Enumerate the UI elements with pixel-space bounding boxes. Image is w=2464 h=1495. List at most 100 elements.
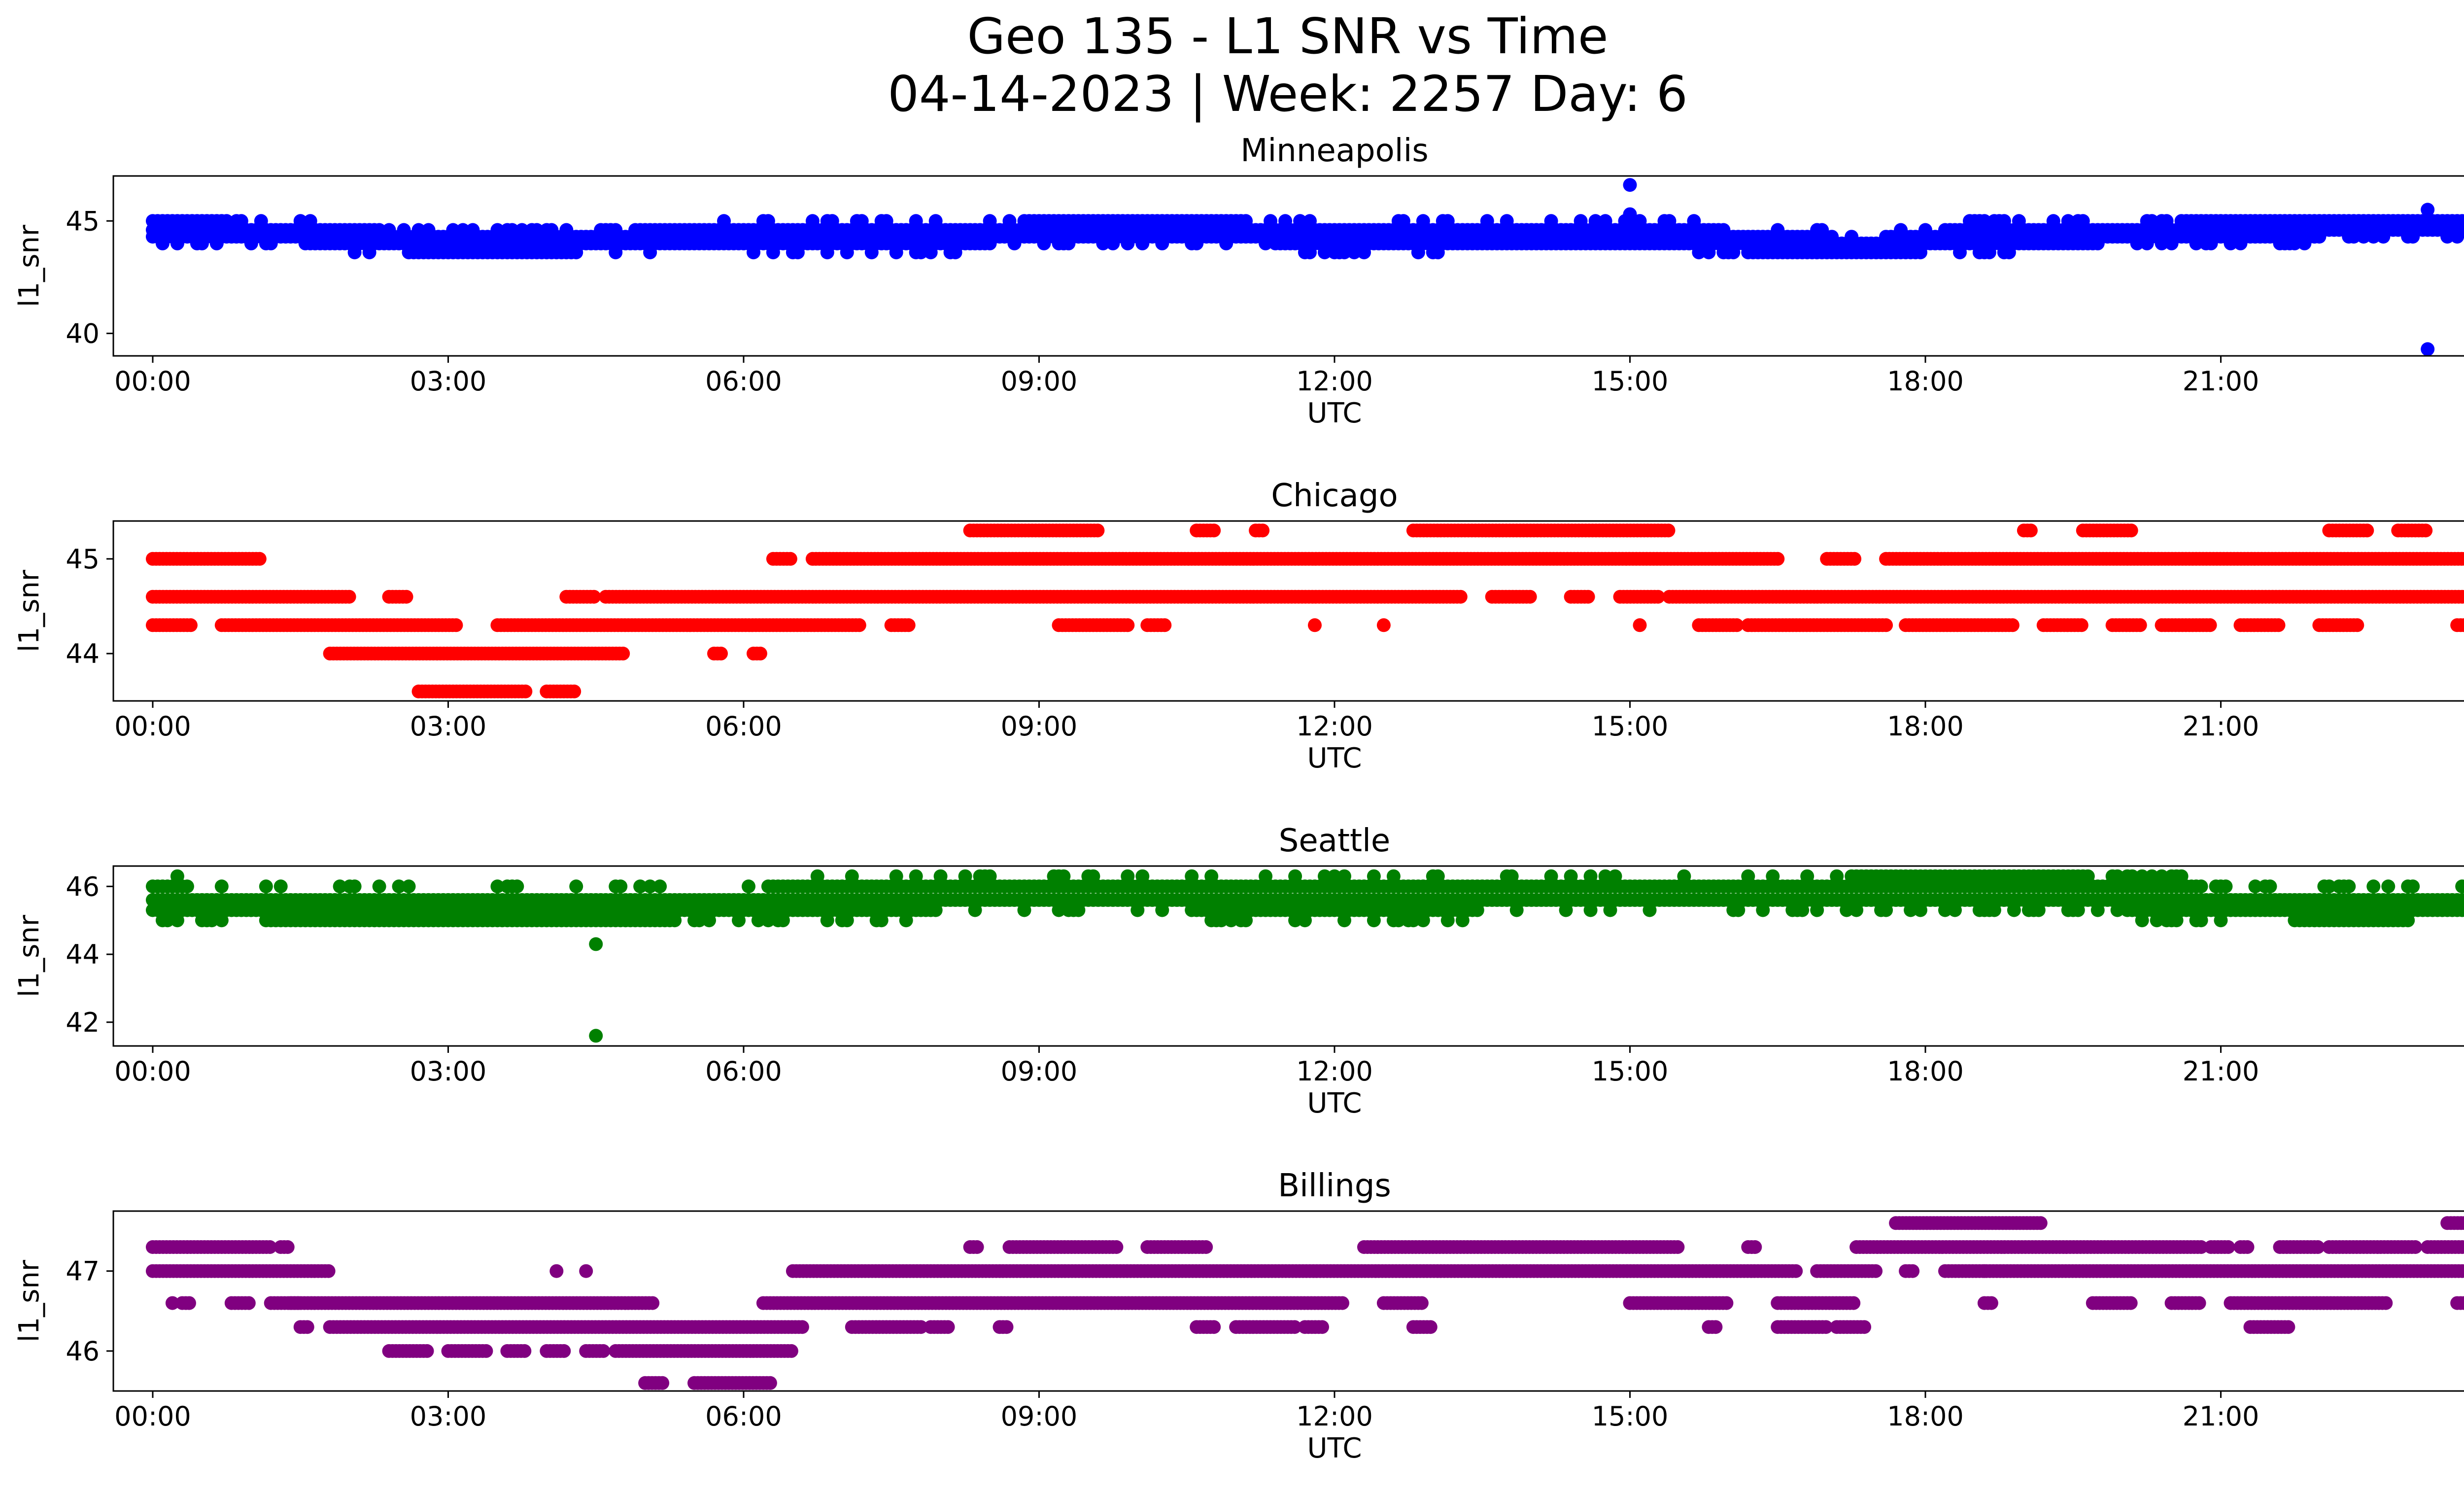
x-axis-label: UTC	[1307, 1087, 1362, 1119]
data-point	[2248, 879, 2262, 894]
data-point	[1207, 523, 1221, 538]
data-point	[372, 879, 386, 894]
data-point	[1651, 590, 1665, 604]
y-tick-label: 45	[66, 206, 100, 237]
x-tick-label: 21:00	[2183, 1056, 2259, 1087]
x-tick-label: 03:00	[410, 1056, 487, 1087]
data-series	[145, 523, 2464, 698]
x-tick-label: 00:00	[114, 1056, 191, 1087]
data-point	[214, 879, 229, 894]
data-point	[518, 684, 533, 698]
data-point	[1633, 618, 1647, 632]
x-tick-label: 18:00	[1887, 366, 1964, 397]
data-series	[145, 178, 2464, 356]
data-point	[1879, 618, 1893, 632]
y-tick-label: 46	[66, 871, 100, 902]
data-point	[1239, 913, 1253, 928]
data-point	[2460, 223, 2464, 237]
data-point	[633, 879, 648, 894]
data-point	[252, 552, 267, 566]
data-point	[1214, 913, 1229, 928]
data-point	[1121, 618, 1135, 632]
data-point	[1367, 913, 1381, 928]
x-tick-label: 15:00	[1592, 1056, 1669, 1087]
x-axis: 00:00 03:00 06:00 09:00 12:00 15:00 18:00 21:00…	[114, 356, 2259, 429]
data-point	[1298, 913, 1312, 928]
data-point	[616, 646, 630, 661]
x-tick-label: 06:00	[705, 366, 782, 397]
data-point	[170, 913, 184, 928]
data-point	[2023, 523, 2038, 538]
data-point	[820, 913, 834, 928]
data-point	[2460, 214, 2464, 227]
figure-title-line-1: Geo 135 - L1 SNR vs Time	[967, 7, 1608, 65]
data-point	[2406, 879, 2420, 894]
data-point	[1091, 523, 1105, 538]
data-point	[402, 879, 416, 894]
outlier-point	[1623, 207, 1637, 221]
data-point	[1288, 913, 1302, 928]
x-tick-label: 12:00	[1296, 711, 1373, 742]
data-point	[259, 879, 273, 894]
data-point	[2074, 618, 2088, 632]
data-point	[874, 913, 889, 928]
data-point	[510, 879, 524, 894]
data-point	[692, 913, 706, 928]
data-point	[2169, 913, 2184, 928]
data-point	[567, 684, 582, 698]
outlier-point	[2421, 342, 2435, 356]
data-point	[970, 1240, 984, 1254]
data-point	[1661, 523, 1676, 538]
data-point	[2133, 618, 2147, 632]
data-point	[2360, 523, 2374, 538]
data-point	[2005, 618, 2019, 632]
data-point	[1337, 913, 1351, 928]
data-point	[751, 913, 765, 928]
data-point	[1308, 618, 1322, 632]
x-tick-label: 00:00	[114, 711, 191, 742]
x-tick-label: 03:00	[410, 366, 487, 397]
subplot-title: Seattle	[1279, 823, 1391, 859]
data-point	[732, 913, 746, 928]
x-tick-label: 15:00	[1592, 711, 1669, 742]
data-point	[449, 618, 463, 632]
axes-frame	[112, 520, 2464, 702]
data-point	[569, 879, 583, 894]
data-point	[183, 618, 198, 632]
x-tick-label: 06:00	[705, 711, 782, 742]
data-point	[280, 1240, 295, 1254]
x-tick-label: 03:00	[410, 711, 487, 742]
data-point	[1406, 913, 1420, 928]
data-series	[145, 1216, 2464, 1390]
data-point	[2219, 879, 2233, 894]
subplot-title: Minneapolis	[1240, 133, 1428, 169]
data-point	[214, 913, 229, 928]
data-point	[2150, 913, 2164, 928]
data-point	[1440, 913, 1455, 928]
data-point	[2322, 879, 2336, 894]
data-point	[490, 879, 505, 894]
subplot-title: Billings	[1278, 1168, 1391, 1204]
data-point	[2194, 879, 2208, 894]
data-point	[2350, 618, 2364, 632]
y-axis-label: l1_snr	[13, 914, 45, 997]
data-point	[852, 618, 866, 632]
data-point	[1391, 913, 1405, 928]
data-point	[205, 913, 219, 928]
data-point	[160, 913, 174, 928]
outlier-point	[589, 937, 603, 951]
figure-title-line-2: 04-14-2023 | Week: 2257 Day: 6	[888, 65, 1687, 123]
data-point	[347, 879, 362, 894]
subplot-title: Chicago	[1271, 478, 1398, 514]
x-axis: 00:00 03:00 06:00 09:00 12:00 15:00 18:00 21:00…	[114, 701, 2259, 774]
data-point	[2342, 879, 2356, 894]
data-point	[1730, 618, 1744, 632]
data-series	[145, 869, 2464, 1043]
data-point	[614, 879, 628, 894]
x-tick-label: 09:00	[1001, 1056, 1078, 1087]
data-point	[1581, 590, 1595, 604]
x-tick-label: 18:00	[1887, 1056, 1964, 1087]
data-point	[180, 879, 194, 894]
